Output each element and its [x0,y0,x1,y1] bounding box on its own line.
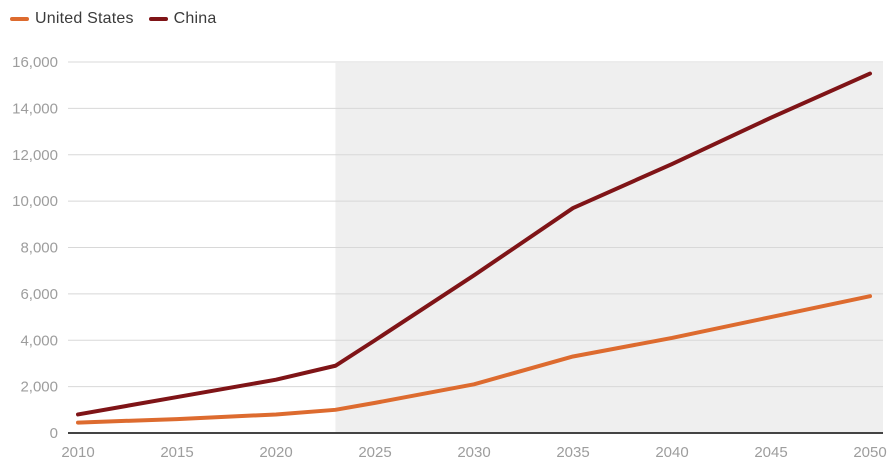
x-tick-label-2040: 2040 [655,444,688,461]
legend-swatch-united-states [10,17,29,21]
y-tick-label-14000: 14,000 [12,100,58,117]
x-tick-label-2025: 2025 [358,444,391,461]
y-tick-label-16000: 16,000 [12,54,58,71]
x-tick-label-2010: 2010 [61,444,94,461]
y-tick-label-12000: 12,000 [12,147,58,164]
x-tick-label-2015: 2015 [160,444,193,461]
legend-label-united-states: United States [35,10,134,27]
y-tick-label-6000: 6,000 [20,286,58,303]
y-tick-label-8000: 8,000 [20,240,58,257]
series-line-china [76,71,872,417]
x-tick-label-2030: 2030 [457,444,490,461]
chart-legend: United States China [10,10,216,28]
series-line-united-states [76,294,872,425]
legend-swatch-china [148,17,168,21]
y-tick-label-2000: 2,000 [20,379,58,396]
y-tick-label-4000: 4,000 [20,332,58,349]
legend-label-china: China [173,10,217,27]
y-tick-label-10000: 10,000 [12,193,58,210]
x-tick-label-2035: 2035 [556,444,589,461]
y-tick-label-0: 0 [50,425,58,442]
legend-item-china: China [148,10,217,28]
x-tick-label-2020: 2020 [259,444,292,461]
legend-item-united-states: United States [10,10,134,28]
x-tick-label-2045: 2045 [754,444,787,461]
x-tick-label-2050: 2050 [853,444,886,461]
